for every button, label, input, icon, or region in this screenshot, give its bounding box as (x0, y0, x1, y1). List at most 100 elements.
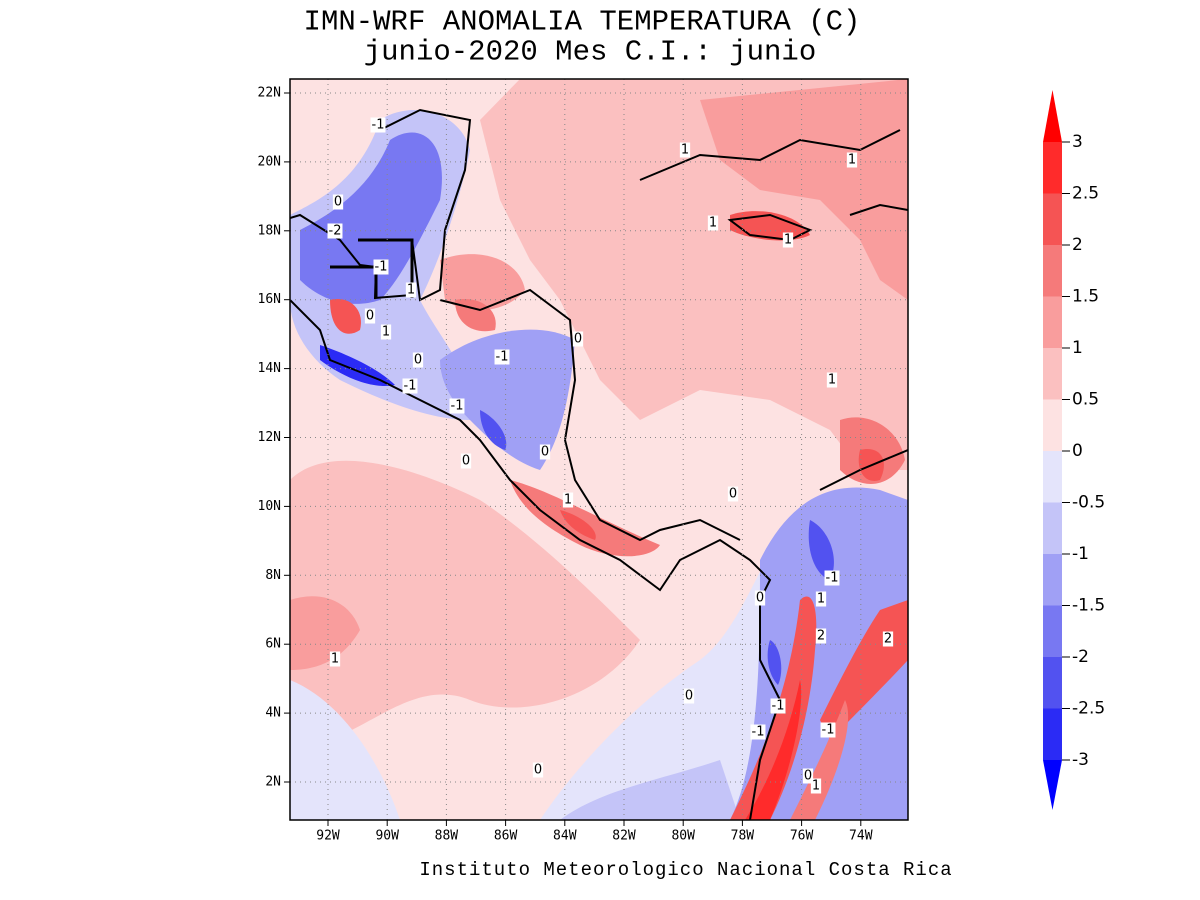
colorbar-arrow (1043, 90, 1062, 142)
colorbar-box (1043, 193, 1062, 245)
contour-label-bg (494, 349, 510, 365)
contour-label-bg (802, 768, 814, 784)
colorbar-box (1043, 296, 1062, 348)
lon-tick-label: 80W (671, 829, 695, 844)
contour-label-bg (683, 688, 695, 704)
contour-label: 0 (685, 689, 693, 704)
title-line: IMN-WRF ANOMALIA TEMPERATURA (C) (304, 6, 861, 39)
grid: 92W 90W 88W 86W 84W 82W 80W 78W 76W 74W22N20N18N1… (258, 79, 908, 844)
contour-label-bg (460, 453, 472, 469)
contour-label: -1 (822, 723, 835, 738)
contour-label-bg (782, 232, 794, 248)
colorbar-box (1043, 451, 1062, 503)
contour-label: 1 (382, 325, 390, 340)
contour-label-bg (815, 628, 827, 644)
contour-label-bg (824, 570, 840, 586)
contour-label-bg (402, 378, 418, 394)
contour-label: 0 (729, 487, 737, 502)
lat-tick-label: 18N (258, 223, 281, 238)
contour-label-bg (826, 372, 838, 388)
colorbar-label: 1.5 (1072, 287, 1099, 307)
contour-label: 0 (534, 763, 542, 778)
lat-tick-label: 20N (258, 154, 281, 169)
contour-label: 0 (756, 591, 764, 606)
contour-label-bg (820, 722, 836, 738)
contour-label-bg (679, 142, 691, 158)
colorbar-box (1043, 142, 1062, 194)
lat-tick-label: 2N (265, 775, 281, 790)
colorbar-label: -2.5 (1072, 699, 1105, 719)
contour-label: -1 (372, 118, 385, 133)
contour-label-bg (373, 259, 389, 275)
colorbar-box (1043, 348, 1062, 400)
contour-label-bg (562, 492, 574, 508)
footer: Instituto Meteorologico Nacional Costa R… (419, 859, 952, 881)
lon-tick-label: 78W (731, 829, 755, 844)
lon-tick-label: 86W (494, 829, 518, 844)
colorbar-box (1043, 245, 1062, 297)
contour-label-bg (364, 308, 376, 324)
colorbar-label: -3 (1072, 750, 1089, 770)
contour-label: -1 (451, 399, 464, 414)
lon-tick-label: 88W (435, 829, 459, 844)
contour-label-bg (370, 117, 386, 133)
lon-tick-label: 92W (316, 829, 340, 844)
lat-tick-label: 10N (258, 499, 281, 514)
colorbar-label: 2 (1072, 235, 1083, 255)
colorbar-label: 0.5 (1072, 390, 1099, 410)
contour-label-bg (727, 486, 739, 502)
contour-label: 1 (681, 143, 689, 158)
contour-label: 2 (817, 629, 825, 644)
contour-label: 0 (462, 454, 470, 469)
colorbar-box (1043, 399, 1062, 451)
map-field (290, 79, 908, 820)
colorbar-box (1043, 502, 1062, 554)
contour-label-bg (539, 444, 551, 460)
contour-label: 1 (331, 652, 339, 667)
lat-tick-label: 14N (258, 361, 281, 376)
contour-label: 0 (804, 769, 812, 784)
contour-label-bg (770, 698, 786, 714)
lat-tick-label: 16N (258, 292, 281, 307)
contour-label: 1 (564, 493, 572, 508)
contour-label-bg (882, 631, 894, 647)
contour-label-bg (380, 324, 392, 340)
contour-label: 2 (884, 632, 892, 647)
contour-label-bg (750, 724, 766, 740)
colorbar-arrow (1043, 760, 1062, 810)
lon-tick-label: 84W (553, 829, 577, 844)
contour-label-bg (327, 223, 343, 239)
contour-label: 1 (407, 283, 415, 298)
contour-label-bg (412, 352, 424, 368)
lat-tick-label: 12N (258, 430, 281, 445)
lon-tick-label: 74W (849, 829, 873, 844)
lat-tick-label: 22N (258, 86, 281, 101)
lat-tick-label: 8N (265, 568, 281, 583)
contour-label: 1 (817, 592, 825, 607)
contour-label-bg (572, 331, 584, 347)
colorbar-box (1043, 657, 1062, 709)
contour-label: 1 (812, 779, 820, 794)
colorbar-box (1043, 605, 1062, 657)
contour-label: 0 (334, 195, 342, 210)
contour-label: 1 (828, 373, 836, 388)
contour-label: 0 (366, 309, 374, 324)
lon-tick-label: 90W (375, 829, 399, 844)
lat-tick-label: 6N (265, 637, 281, 652)
contour-label-bg (815, 591, 827, 607)
coastline (290, 108, 908, 820)
colorbar-label: -0.5 (1072, 493, 1105, 513)
contour-label-bg (754, 590, 766, 606)
colorbar-label: -1 (1072, 544, 1089, 564)
contour-label-bg (846, 152, 858, 168)
contour-label: 1 (709, 216, 717, 231)
colorbar-box (1043, 554, 1062, 606)
contour-label-bg (329, 651, 341, 667)
contour-label-bg (532, 762, 544, 778)
contour-label: -1 (772, 699, 785, 714)
lon-tick-label: 76W (790, 829, 814, 844)
title-line: junio-2020 Mes C.I.: junio (364, 36, 816, 69)
colorbar-label: 3 (1072, 132, 1083, 152)
